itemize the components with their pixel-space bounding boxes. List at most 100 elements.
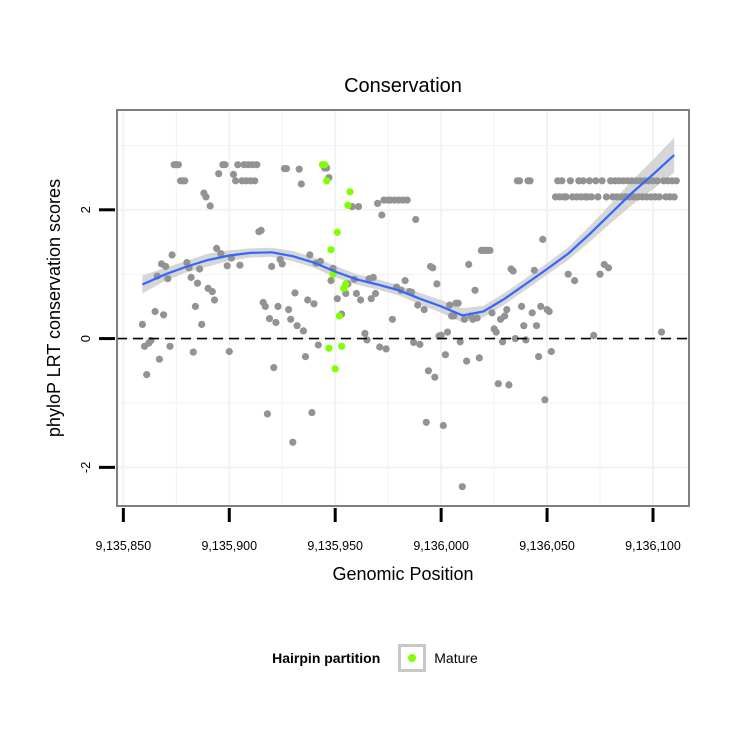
data-point bbox=[138, 320, 146, 328]
data-point bbox=[257, 226, 265, 234]
data-point bbox=[424, 367, 432, 375]
data-point bbox=[460, 315, 468, 323]
data-point bbox=[653, 177, 661, 185]
data-point bbox=[202, 193, 210, 201]
data-point bbox=[155, 355, 163, 363]
data-point bbox=[374, 199, 382, 207]
data-point bbox=[528, 309, 536, 317]
data-point bbox=[210, 296, 219, 304]
data-point bbox=[265, 315, 274, 323]
data-point bbox=[174, 161, 182, 169]
confidence-band-layer bbox=[142, 137, 675, 323]
data-point bbox=[429, 264, 437, 272]
data-point bbox=[547, 347, 555, 356]
data-point-mature bbox=[346, 188, 354, 196]
data-point bbox=[655, 193, 663, 201]
data-point bbox=[488, 309, 496, 317]
data-point bbox=[509, 267, 517, 275]
data-point bbox=[376, 343, 384, 351]
x-tick-label: 9,135,900 bbox=[201, 539, 257, 553]
data-point bbox=[289, 438, 297, 446]
data-point bbox=[225, 347, 233, 356]
y-tick-label: -2 bbox=[78, 462, 93, 474]
data-point bbox=[566, 177, 575, 185]
data-point bbox=[297, 180, 305, 188]
data-point bbox=[263, 410, 271, 418]
data-point bbox=[369, 273, 377, 281]
x-tick-label: 9,135,950 bbox=[307, 539, 363, 553]
data-point bbox=[327, 277, 335, 285]
data-point bbox=[310, 300, 318, 308]
data-point bbox=[333, 295, 341, 303]
data-point bbox=[295, 165, 303, 173]
data-point bbox=[304, 296, 312, 304]
data-point bbox=[208, 288, 216, 296]
data-point bbox=[592, 177, 600, 185]
data-point bbox=[420, 306, 428, 314]
data-point bbox=[494, 380, 502, 388]
data-point bbox=[251, 177, 259, 185]
data-point bbox=[410, 338, 418, 346]
x-tick-label: 9,136,100 bbox=[625, 539, 681, 553]
y-axis: -2 0 2 bbox=[78, 206, 115, 473]
data-point-mature bbox=[325, 344, 333, 352]
data-point bbox=[151, 307, 159, 316]
data-point bbox=[388, 315, 396, 323]
data-point bbox=[437, 331, 445, 339]
data-point bbox=[162, 262, 170, 271]
data-point bbox=[268, 262, 276, 271]
x-axis: 9,135,850 9,135,900 9,135,950 9,136,000 9,13… bbox=[96, 508, 681, 553]
data-point bbox=[522, 336, 530, 344]
data-point bbox=[160, 311, 168, 319]
data-point bbox=[433, 280, 441, 288]
data-point bbox=[585, 177, 594, 185]
data-point bbox=[282, 165, 291, 173]
data-point bbox=[511, 335, 519, 343]
data-point bbox=[450, 312, 458, 320]
data-point bbox=[537, 302, 545, 310]
data-point bbox=[492, 328, 500, 336]
data-point bbox=[558, 177, 566, 185]
data-point bbox=[539, 235, 547, 243]
data-point bbox=[168, 251, 176, 259]
data-point bbox=[166, 342, 174, 350]
data-point bbox=[530, 266, 538, 274]
data-point bbox=[316, 257, 324, 265]
data-point bbox=[187, 273, 195, 281]
data-point bbox=[278, 260, 286, 268]
points-layer bbox=[138, 161, 680, 491]
data-point bbox=[401, 277, 409, 285]
data-point-mature bbox=[333, 228, 341, 236]
data-point bbox=[285, 306, 293, 314]
data-point bbox=[486, 246, 494, 254]
data-point bbox=[598, 177, 606, 185]
data-point bbox=[422, 418, 430, 426]
data-point bbox=[229, 170, 238, 178]
data-point bbox=[291, 289, 299, 297]
data-point bbox=[564, 270, 572, 278]
data-point-mature bbox=[335, 312, 343, 320]
data-point bbox=[412, 215, 420, 224]
data-point bbox=[308, 409, 316, 417]
data-point bbox=[562, 193, 570, 201]
legend-key-mature bbox=[398, 644, 427, 672]
data-point bbox=[501, 312, 509, 320]
x-tick-label: 9,136,000 bbox=[413, 539, 469, 553]
legend: Hairpin partition Mature bbox=[0, 640, 750, 676]
data-point bbox=[414, 301, 422, 309]
data-point bbox=[293, 322, 301, 330]
data-point bbox=[458, 483, 466, 491]
data-point bbox=[361, 329, 369, 337]
data-point bbox=[541, 396, 549, 404]
data-point bbox=[441, 351, 449, 359]
confidence-band bbox=[142, 137, 675, 323]
y-axis-label: phyloP LRT conservation scores bbox=[44, 179, 64, 437]
data-point-mature bbox=[344, 201, 352, 209]
data-point bbox=[545, 307, 553, 316]
data-point bbox=[443, 328, 452, 336]
data-point bbox=[670, 193, 678, 201]
data-point bbox=[499, 338, 507, 346]
data-point bbox=[378, 211, 386, 219]
data-point bbox=[236, 261, 244, 269]
